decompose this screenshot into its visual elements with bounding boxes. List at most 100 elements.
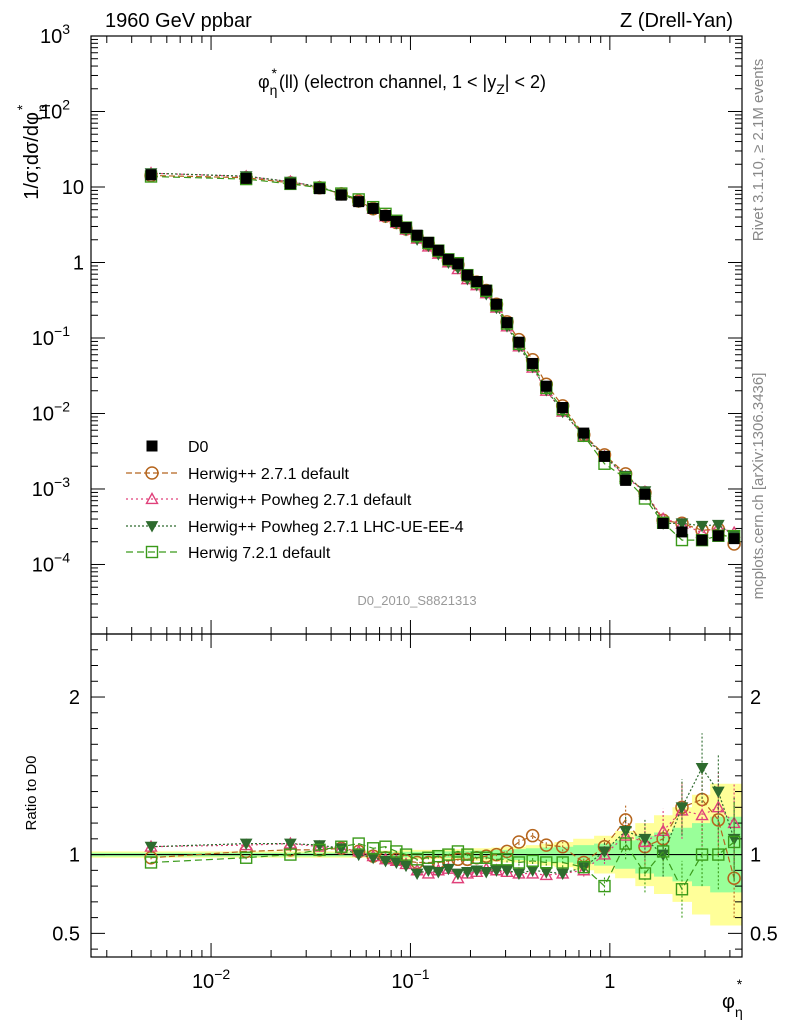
main-point-data (411, 229, 423, 241)
plot-title-sub: η (270, 82, 278, 98)
ratio-point-herwig7 (239, 851, 253, 864)
ratio-point-herwig7 (675, 883, 689, 896)
main-panel: 10−4 10−3 10−2 10−1 1 10 102 103 (32, 21, 743, 635)
main-point-data (728, 533, 740, 545)
svg-text:1/σ;dσ/dφη*: 1/σ;dσ/dφη * (14, 104, 50, 200)
y-tick-label: 102 (40, 96, 70, 123)
ratio-point-herwigpp (555, 839, 570, 854)
ratio-point-powheg (451, 871, 465, 884)
plot-title-tail: | < 2) (505, 72, 546, 92)
main-point-data (400, 222, 412, 234)
main-point-data (598, 450, 610, 462)
ratio-point-powheg_ue (451, 868, 465, 881)
main-point-data (314, 183, 326, 195)
ratio-y-tick-label: 1 (69, 845, 80, 867)
ratio-point-herwig7 (556, 856, 569, 869)
main-point-data (240, 172, 252, 184)
header-right: Z (Drell-Yan) (620, 10, 733, 32)
ratio-point-herwig7 (432, 849, 445, 863)
mcplots-label-wrap: mcplots.cern.ch [arXiv:1306.3436] (750, 373, 767, 600)
header-left: 1960 GeV ppbar (105, 10, 252, 32)
main-point-data (422, 236, 434, 248)
ratio-point-herwig7 (144, 856, 158, 869)
ratio-point-herwig7 (512, 856, 526, 869)
main-point-data (335, 189, 347, 201)
main-point-data (620, 474, 632, 486)
main-point-data (527, 357, 539, 369)
ratio-y-tick-label-right: 0.5 (750, 923, 778, 945)
main-point-data (380, 209, 392, 221)
main-point-data (353, 196, 365, 208)
ratio-point-powheg (421, 866, 436, 879)
x-tick-label: 1 (604, 971, 615, 993)
ratio-point-powheg (638, 835, 652, 848)
ratio-point-powheg_ue (422, 865, 435, 877)
ratio-point-herwig7 (422, 851, 435, 864)
main-point-data (480, 284, 492, 296)
main-point-data (390, 215, 402, 227)
ratio-point-powheg_ue (695, 763, 709, 775)
xlabel: φη * (722, 976, 743, 1020)
ratio-point-powheg_ue (390, 857, 403, 869)
legend-label-powheg_ue: Herwig++ Powheg 2.7.1 LHC-UE-EE-4 (188, 519, 464, 536)
xlabel-sub: η (735, 1004, 743, 1020)
main-point-data (501, 317, 513, 329)
legend-marker-herwig7 (145, 545, 159, 559)
y-tick-label: 10−3 (32, 474, 70, 501)
ratio-point-powheg_ue (399, 860, 413, 873)
ratio-point-powheg_ue (352, 849, 366, 862)
ratio-panel: 10−2 10−1 1 0.5 0.5 1 1 2 2 (52, 633, 778, 993)
ratio-point-powheg (539, 868, 553, 881)
y-tick-label: 10−4 (32, 549, 70, 576)
ratio-point-powheg (695, 808, 709, 821)
main-point-powheg_ue (695, 520, 709, 533)
legend-marker-powheg_ue (145, 521, 159, 533)
y-tick-label: 10−2 (32, 398, 70, 425)
ratio-y-tick-label: 0.5 (52, 923, 80, 945)
main-point-data (676, 526, 688, 538)
main-point-data (471, 276, 483, 288)
main-point-data (461, 269, 473, 281)
ratio-point-powheg_ue (284, 838, 297, 851)
rivet-label-wrap: Rivet 3.1.10, ≥ 2.1M events (750, 59, 767, 242)
x-tick-label: 10−2 (192, 966, 230, 993)
ratio-point-powheg_ue (675, 802, 689, 814)
xlabel-phi: φ (722, 991, 735, 1013)
xlabel-sup: * (737, 976, 743, 992)
ratio-point-herwig7 (335, 840, 348, 853)
ratio-point-herwig7 (284, 848, 297, 861)
ratio-point-herwig7 (461, 848, 474, 861)
ratio-point-powheg_ue (442, 863, 455, 876)
ylabel-top-sup: * (14, 104, 30, 110)
ratio-y-tick-label: 2 (69, 687, 80, 709)
ratio-point-herwig7 (712, 848, 725, 861)
ratio-frame (90, 633, 743, 958)
legend-marker-data (146, 440, 158, 452)
ylabel-top: 1/σ;dσ/dφη * (14, 104, 50, 200)
plot-title-sup: * (271, 65, 277, 81)
main-point-data (284, 178, 296, 190)
legend-label-herwig7: Herwig 7.2.1 default (188, 545, 331, 562)
ratio-point-herwigpp (451, 852, 465, 867)
ratio-point-powheg_ue (313, 840, 326, 852)
main-point-data (442, 253, 454, 265)
ratio-point-powheg_ue (479, 867, 493, 879)
ratio-point-powheg_ue (461, 867, 474, 879)
main-point-data (657, 517, 669, 529)
ratio-point-powheg_ue (556, 868, 570, 881)
ylabel-ratio: Ratio to D0 (23, 755, 40, 830)
ratio-point-powheg_ue (638, 833, 652, 846)
ylabel-top-sub: η (34, 104, 50, 112)
ratio-point-powheg_ue (619, 826, 632, 838)
main-point-data (367, 202, 379, 214)
ratio-point-powheg (618, 828, 633, 841)
rivet-label: Rivet 3.1.10, ≥ 2.1M events (750, 59, 767, 242)
ratio-point-herwig7 (598, 879, 611, 893)
ratio-point-herwig7 (727, 835, 741, 849)
ratio-point-herwig7 (619, 837, 632, 850)
plot-title-phi: φ (258, 72, 270, 92)
ratio-series (144, 733, 741, 918)
ratio-point-herwigpp (539, 838, 554, 852)
ratio-y-tick-label-right: 2 (750, 687, 761, 709)
ratio-point-powheg_ue (512, 868, 526, 881)
